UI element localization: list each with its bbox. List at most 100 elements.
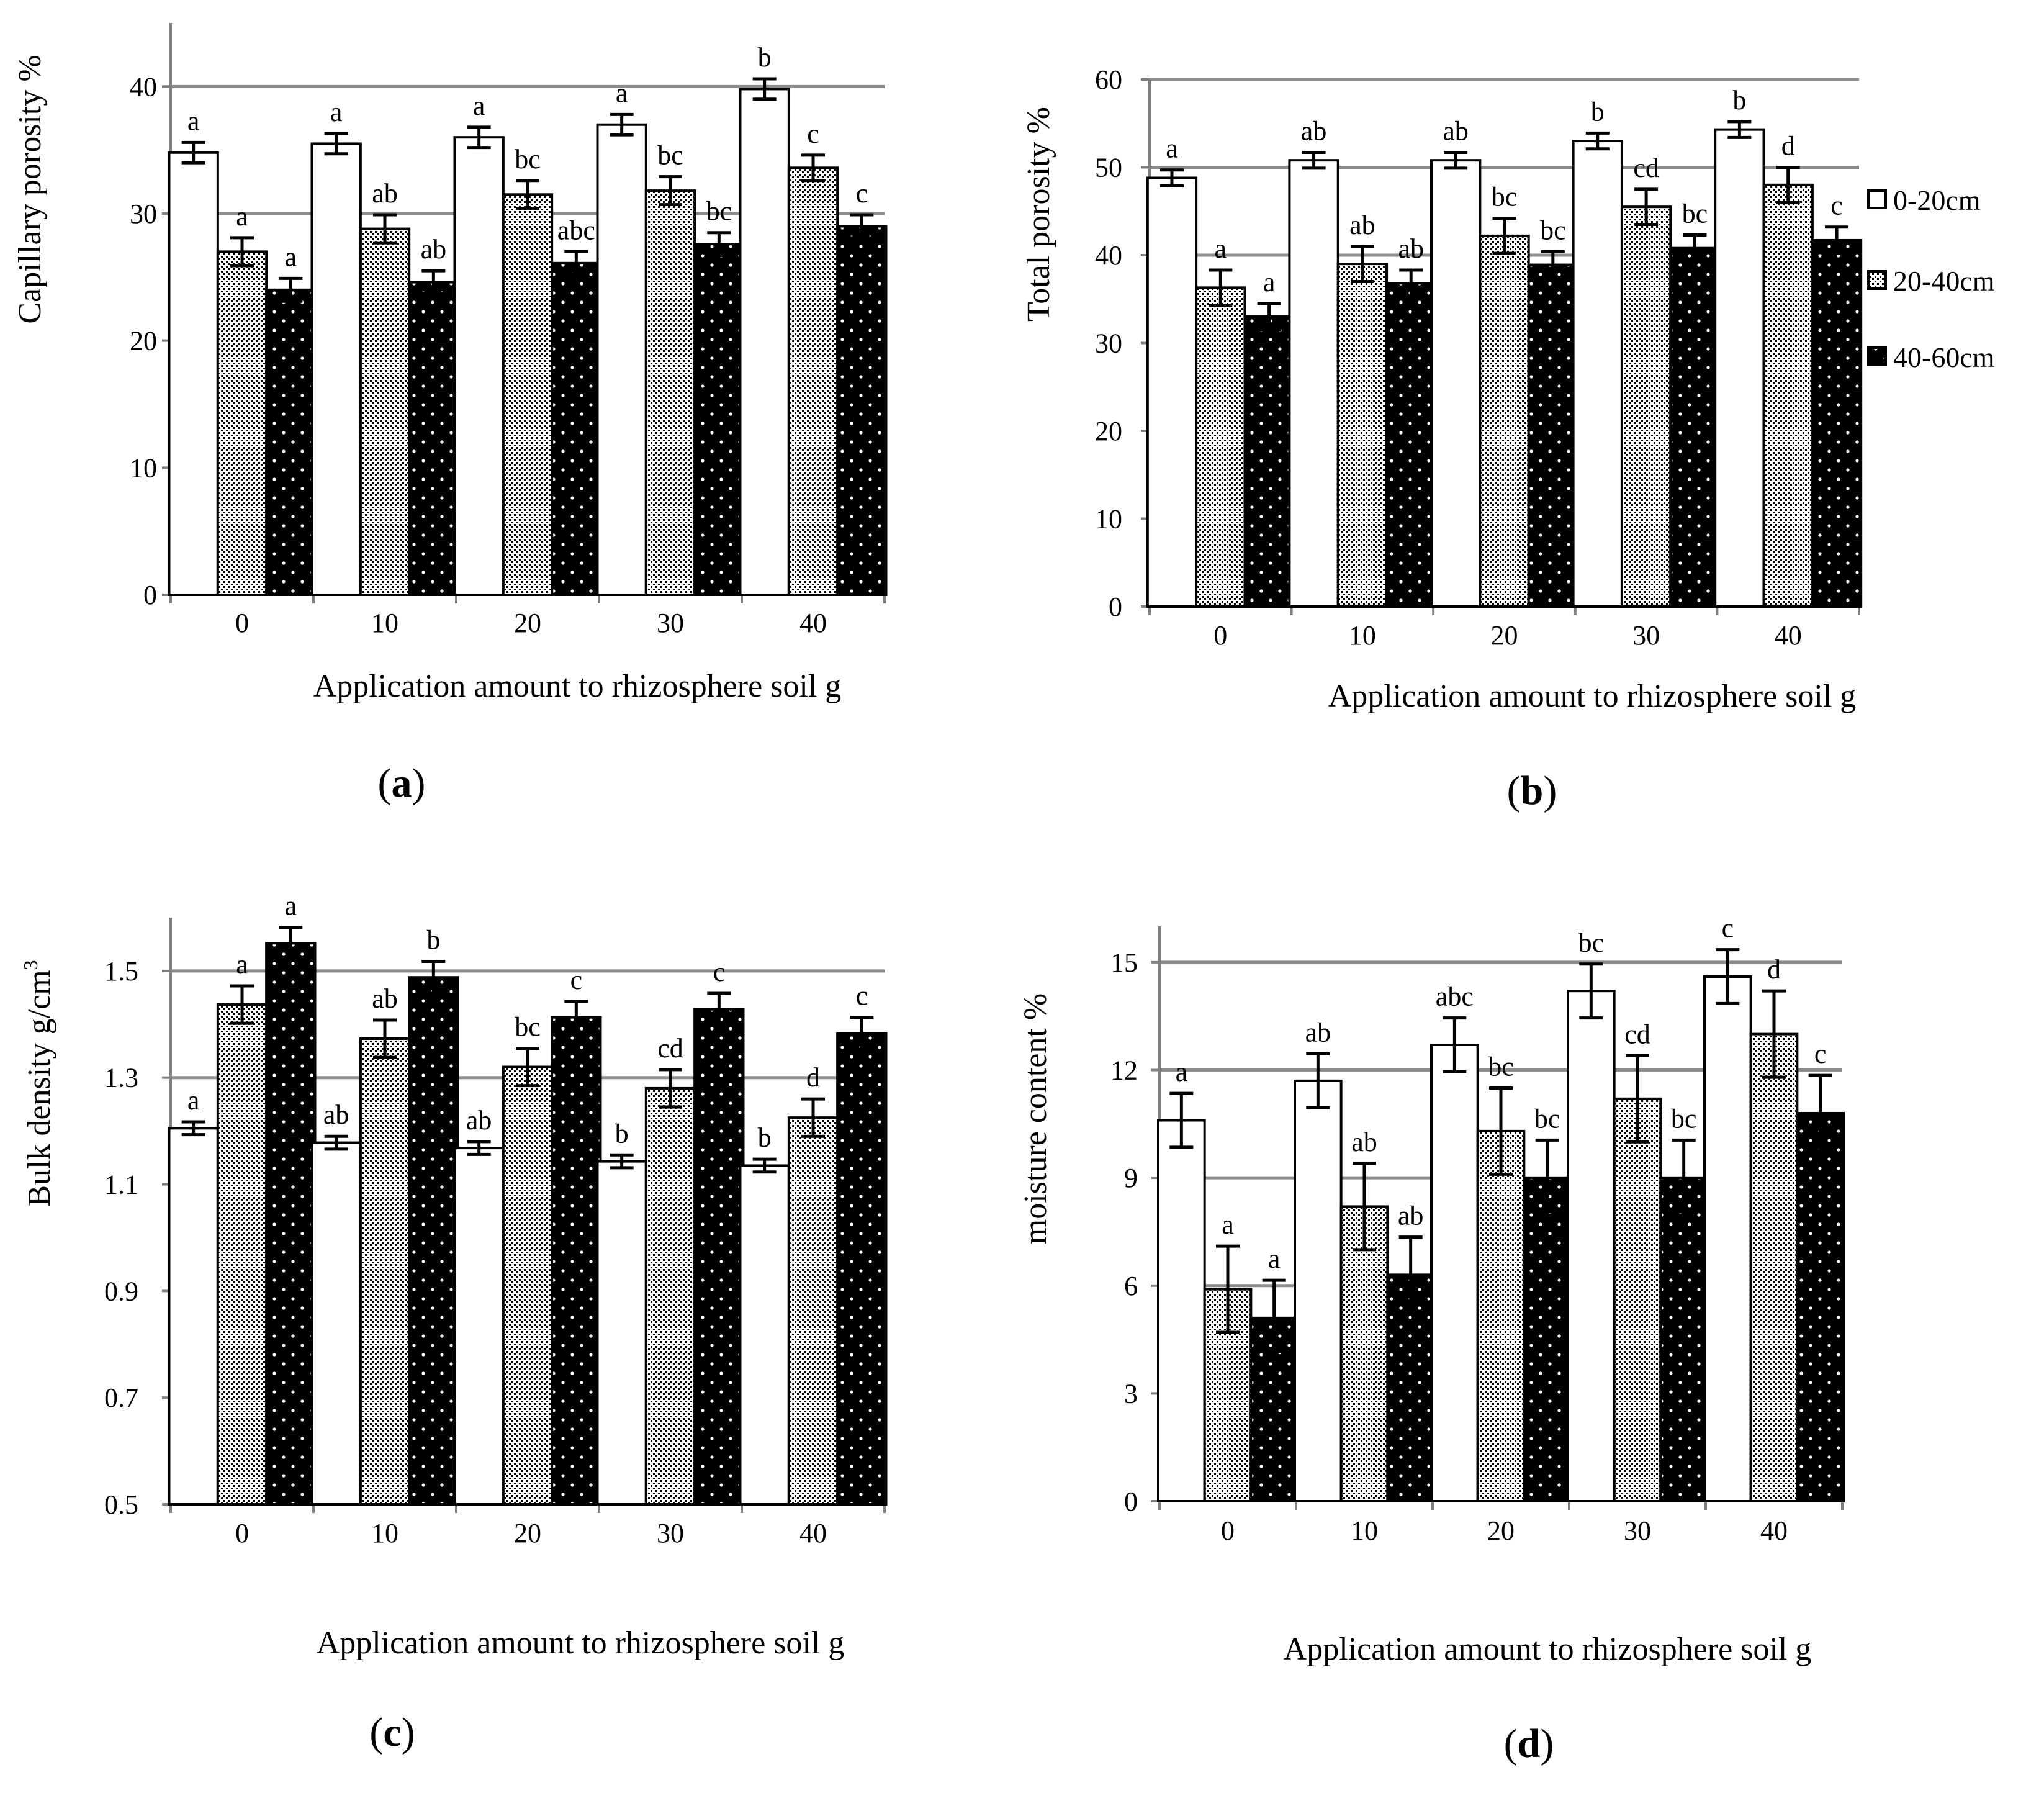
significance-label: bc bbox=[706, 196, 732, 227]
significance-label: bc bbox=[1540, 215, 1566, 245]
y-tick-label: 12 bbox=[1110, 1055, 1138, 1086]
significance-label: a bbox=[1176, 1057, 1188, 1087]
bar bbox=[1523, 1177, 1572, 1502]
y-tick-label: 9 bbox=[1124, 1163, 1138, 1193]
x-tick-label: 10 bbox=[371, 608, 398, 638]
significance-label: ab bbox=[1398, 1201, 1424, 1231]
panel-label-part: b bbox=[1521, 768, 1544, 813]
panel-label-part: ) bbox=[402, 1710, 415, 1755]
y-tick-label: 10 bbox=[130, 453, 157, 483]
significance-label: b bbox=[758, 42, 772, 73]
legend-label-40-60cm: 40-60cm bbox=[1893, 341, 1995, 373]
significance-label: bc bbox=[1492, 182, 1518, 212]
significance-label: c bbox=[856, 981, 868, 1011]
bar bbox=[693, 1008, 745, 1506]
y-tick-label: 0 bbox=[1109, 592, 1122, 622]
bar bbox=[1146, 176, 1198, 608]
panel-label: (b) bbox=[1507, 768, 1557, 813]
legend-swatch-0-20cm bbox=[1867, 189, 1887, 209]
x-tick-label: 0 bbox=[235, 1518, 249, 1548]
bar bbox=[310, 142, 362, 596]
bar bbox=[216, 250, 268, 596]
bar bbox=[168, 1127, 219, 1506]
significance-label: bc bbox=[1671, 1103, 1697, 1134]
bar bbox=[644, 189, 696, 597]
y-tick-label: 1.3 bbox=[104, 1063, 138, 1093]
bar bbox=[265, 942, 317, 1506]
bar bbox=[1613, 1097, 1662, 1503]
bar bbox=[1572, 140, 1623, 608]
y-tick-label: 10 bbox=[1095, 504, 1122, 535]
y-tick-label: 0 bbox=[1124, 1486, 1138, 1517]
bar bbox=[1336, 263, 1389, 608]
legend: 0-20cm 20-40cm 40-60cm bbox=[1867, 184, 1995, 373]
panel-label-part: c bbox=[383, 1710, 401, 1755]
significance-label: cd bbox=[1633, 153, 1659, 183]
panel-label-part: ( bbox=[369, 1710, 383, 1755]
bar bbox=[1703, 975, 1752, 1502]
bar bbox=[502, 193, 554, 596]
x-tick-label: 0 bbox=[235, 608, 249, 638]
bar bbox=[1749, 1032, 1799, 1502]
x-tick-label: 40 bbox=[799, 608, 827, 638]
panel-label-part: ( bbox=[378, 761, 392, 806]
panel-label-part: ) bbox=[1543, 768, 1557, 813]
y-tick-label: 30 bbox=[1095, 328, 1122, 359]
panel-label-part: ) bbox=[412, 761, 426, 806]
y-tick-label: 60 bbox=[1095, 65, 1122, 95]
significance-label: a bbox=[187, 106, 200, 136]
y-tick-label: 15 bbox=[1110, 947, 1138, 978]
significance-label: bc bbox=[515, 144, 541, 174]
bar bbox=[1294, 1079, 1343, 1503]
y-tick-label: 1.1 bbox=[104, 1170, 138, 1200]
significance-label: abc bbox=[557, 215, 595, 245]
x-axis-title: Application amount to rhizosphere soil g bbox=[1328, 679, 1857, 714]
y-axis-title-superscript: 3 bbox=[19, 960, 42, 970]
y-tick-label: 40 bbox=[130, 71, 157, 102]
y-axis-title: Bulk density g/cm3 bbox=[19, 960, 57, 1206]
panel-label: (a) bbox=[378, 761, 426, 806]
legend-label-0-20cm: 0-20cm bbox=[1893, 184, 1981, 216]
bar bbox=[1195, 286, 1246, 608]
significance-label: c bbox=[1722, 913, 1734, 944]
x-tick-label: 0 bbox=[1213, 620, 1227, 651]
y-axis-title: Capillary porosity % bbox=[12, 55, 48, 323]
x-tick-label: 30 bbox=[1624, 1515, 1651, 1546]
significance-label: a bbox=[187, 1085, 200, 1116]
bar bbox=[1430, 159, 1482, 608]
significance-label: ab bbox=[372, 983, 398, 1014]
significance-label: d bbox=[1767, 954, 1781, 985]
y-tick-label: 0.7 bbox=[104, 1383, 138, 1413]
legend-swatch-40-60cm bbox=[1867, 346, 1887, 366]
bar bbox=[1157, 1119, 1206, 1502]
significance-label: a bbox=[1263, 267, 1276, 297]
bar bbox=[1620, 205, 1672, 608]
x-tick-label: 40 bbox=[1760, 1515, 1788, 1546]
panel-label-part: ( bbox=[1504, 1721, 1518, 1766]
x-tick-label: 30 bbox=[657, 1518, 684, 1548]
y-tick-label: 0 bbox=[143, 580, 157, 610]
significance-label: a bbox=[285, 890, 297, 921]
x-axis-title: Application amount to rhizosphere soil g bbox=[1284, 1632, 1812, 1667]
x-tick-label: 30 bbox=[1632, 620, 1660, 651]
significance-label: cd bbox=[657, 1033, 683, 1064]
significance-label: ab bbox=[1349, 210, 1375, 240]
y-tick-label: 1.5 bbox=[104, 956, 138, 987]
significance-label: ab bbox=[466, 1105, 492, 1136]
panel-label-part: ( bbox=[1507, 768, 1521, 813]
significance-label: ab bbox=[421, 234, 447, 264]
significance-label: bc bbox=[657, 140, 683, 171]
x-tick-label: 40 bbox=[799, 1518, 827, 1548]
significance-label: a bbox=[473, 91, 485, 121]
significance-label: d bbox=[806, 1062, 820, 1093]
significance-label: a bbox=[616, 78, 628, 108]
significance-label: b bbox=[1591, 96, 1605, 127]
significance-label: d bbox=[1781, 131, 1795, 161]
bar bbox=[1669, 246, 1721, 608]
bar bbox=[1567, 990, 1616, 1503]
y-tick-label: 0.5 bbox=[104, 1489, 138, 1520]
bar bbox=[644, 1086, 696, 1506]
significance-label: bc bbox=[515, 1011, 541, 1042]
